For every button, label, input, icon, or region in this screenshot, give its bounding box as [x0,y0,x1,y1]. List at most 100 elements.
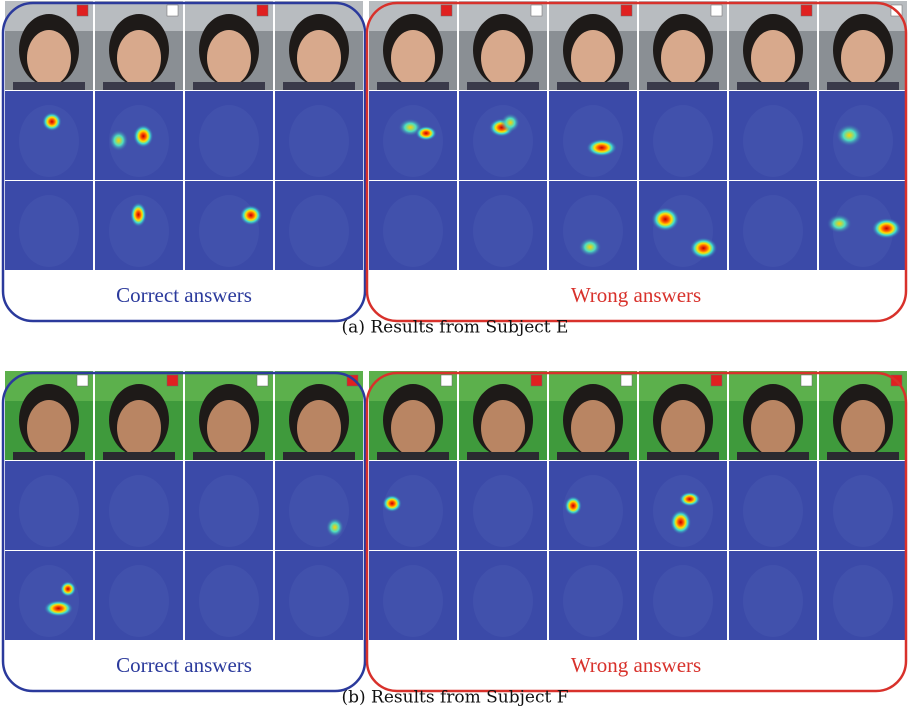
face [391,30,435,86]
panel: Correct answers Wrong answers(b) Results … [3,371,907,708]
panel: Correct answers Wrong answers(a) Results … [3,1,907,338]
face [27,30,71,86]
heatmap-face [743,565,803,637]
correct-label: Correct answers [116,653,252,677]
heatmap-face [383,195,443,267]
hotspot [679,492,701,507]
face [841,30,885,86]
hotspot [564,496,582,516]
face [661,400,705,456]
hotspot [130,202,147,227]
heatmap-face [19,475,79,547]
shoulders [827,82,899,90]
marker [531,5,542,16]
marker [621,375,632,386]
heatmap-face [653,565,713,637]
heatmap-face [289,475,349,547]
marker [621,5,632,16]
heatmap-face [109,565,169,637]
shoulders [13,82,85,90]
heatmap-face [289,195,349,267]
hotspot [690,237,718,259]
face [661,30,705,86]
heatmap-face [289,105,349,177]
heatmap-face [473,105,533,177]
shoulders [557,452,629,460]
marker [441,5,452,16]
heatmap-face [383,105,443,177]
heatmap-face [743,105,803,177]
hotspot [133,124,154,147]
heatmap-face [833,475,893,547]
face [297,30,341,86]
face [207,400,251,456]
face [391,400,435,456]
heatmap-face [199,475,259,547]
shoulders [827,452,899,460]
heatmap-face [109,475,169,547]
face [571,30,615,86]
hotspot [872,218,902,239]
hotspot [586,139,617,157]
marker [801,5,812,16]
heatmap-face [563,565,623,637]
face [751,400,795,456]
heatmap-face [473,475,533,547]
hotspot [60,581,76,597]
shoulders [557,82,629,90]
heatmap-face [199,105,259,177]
face [117,30,161,86]
shoulders [737,82,809,90]
marker [77,5,88,16]
heatmap-face [833,565,893,637]
shoulders [647,82,719,90]
caption: (b) Results from Subject F [341,688,568,708]
marker [167,5,178,16]
marker [531,375,542,386]
marker [257,375,268,386]
correct-label: Correct answers [116,283,252,307]
marker [167,375,178,386]
face [481,30,525,86]
marker [77,375,88,386]
heatmap-face [653,105,713,177]
hotspot [382,495,402,513]
hotspot [240,205,263,226]
face [117,400,161,456]
heatmap-face [743,475,803,547]
wrong-label: Wrong answers [571,653,701,677]
shoulders [467,452,539,460]
heatmap-face [199,565,259,637]
hotspot [836,124,863,147]
shoulders [647,452,719,460]
face [481,400,525,456]
shoulders [193,82,265,90]
heatmap-face [743,195,803,267]
hotspot [827,214,852,233]
shoulders [103,452,175,460]
heatmap-face [473,565,533,637]
shoulders [283,82,355,90]
caption: (a) Results from Subject E [342,318,569,338]
shoulders [377,82,449,90]
marker [801,375,812,386]
shoulders [467,82,539,90]
face [571,400,615,456]
heatmap-face [19,195,79,267]
heatmap-face [19,565,79,637]
hotspot [651,207,679,231]
marker [441,375,452,386]
marker [711,375,722,386]
heatmap-face [289,565,349,637]
figure: Correct answersWrong answers(a) Results … [0,0,911,717]
hotspot [670,510,691,535]
hotspot [501,113,521,132]
marker [257,5,268,16]
hotspot [44,600,74,617]
hotspot [109,129,129,151]
face [27,400,71,456]
hotspot [415,126,437,141]
wrong-label: Wrong answers [571,283,701,307]
shoulders [103,82,175,90]
hotspot [42,112,62,131]
